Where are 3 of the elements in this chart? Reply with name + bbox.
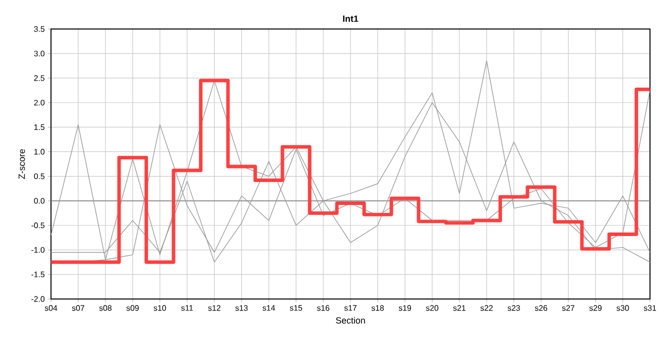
x-axis-title: Section (336, 316, 365, 324)
chart-title: Int1 (343, 16, 358, 22)
y-axis-title: Z-score (18, 149, 25, 179)
